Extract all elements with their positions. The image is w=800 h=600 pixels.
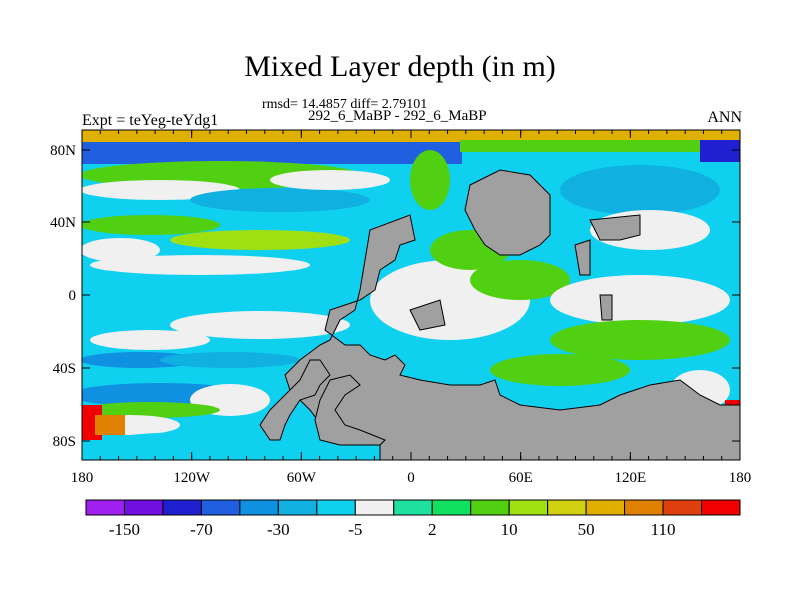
y-tick-label: 80S bbox=[53, 434, 76, 450]
axis-ticks bbox=[81, 130, 741, 460]
colorbar-swatch bbox=[393, 499, 433, 516]
case-line: 292_6_MaBP - 292_6_MaBP bbox=[308, 108, 487, 124]
x-tick-label: 60E bbox=[509, 470, 533, 486]
y-tick-label: 40S bbox=[53, 361, 76, 377]
colorbar-label: -70 bbox=[190, 520, 213, 539]
axis-tick-labels: 180 120W 60W 0 60E 120E 180 80N 40N 0 40S 80S bbox=[50, 143, 751, 486]
colorbar-swatch bbox=[200, 499, 241, 516]
colorbar-label: -5 bbox=[348, 520, 362, 539]
map-field bbox=[82, 130, 740, 460]
y-tick-label: 80N bbox=[50, 143, 76, 159]
colorbar-labels: -150 -70 -30 -5 2 10 50 110 bbox=[109, 520, 676, 539]
colorbar-swatch bbox=[354, 499, 395, 516]
colorbar-swatch bbox=[316, 499, 356, 516]
experiment-label: Expt = teYeg-teYdg1 bbox=[82, 112, 219, 129]
colorbar-label: 2 bbox=[428, 520, 437, 539]
x-tick-label: 0 bbox=[407, 470, 415, 486]
colorbar-swatch bbox=[585, 499, 626, 516]
x-tick-label: 180 bbox=[729, 470, 752, 486]
x-tick-label: 120E bbox=[614, 470, 646, 486]
x-tick-label: 180 bbox=[71, 470, 94, 486]
colorbar-swatch bbox=[547, 499, 587, 516]
colorbar-swatch bbox=[162, 499, 202, 516]
y-tick-label: 40N bbox=[50, 215, 76, 231]
colorbar-swatch bbox=[85, 499, 125, 516]
colorbar-label: 10 bbox=[501, 520, 518, 539]
y-tick-label: 0 bbox=[69, 288, 77, 304]
colorbar-swatch bbox=[239, 499, 279, 516]
colorbar-swatch bbox=[470, 499, 510, 516]
colorbar-label: 110 bbox=[651, 520, 676, 539]
colorbar-swatch bbox=[701, 499, 741, 516]
colorbar-swatch bbox=[624, 499, 664, 516]
land-masses bbox=[259, 169, 740, 460]
plot-title: Mixed Layer depth (in m) bbox=[244, 50, 556, 83]
season-label: ANN bbox=[707, 109, 742, 126]
colorbar bbox=[85, 499, 741, 516]
colorbar-label: -150 bbox=[109, 520, 140, 539]
colorbar-label: 50 bbox=[578, 520, 595, 539]
stats-line: rmsd= 14.4857 diff= 2.79101 bbox=[262, 97, 428, 112]
x-tick-label: 120W bbox=[173, 470, 211, 486]
colorbar-swatch bbox=[277, 499, 318, 516]
colorbar-swatch bbox=[431, 499, 472, 516]
colorbar-label: -30 bbox=[267, 520, 290, 539]
colorbar-swatch bbox=[508, 499, 549, 516]
colorbar-swatch bbox=[662, 499, 703, 516]
x-tick-label: 60W bbox=[287, 470, 317, 486]
colorbar-swatch bbox=[123, 499, 164, 516]
